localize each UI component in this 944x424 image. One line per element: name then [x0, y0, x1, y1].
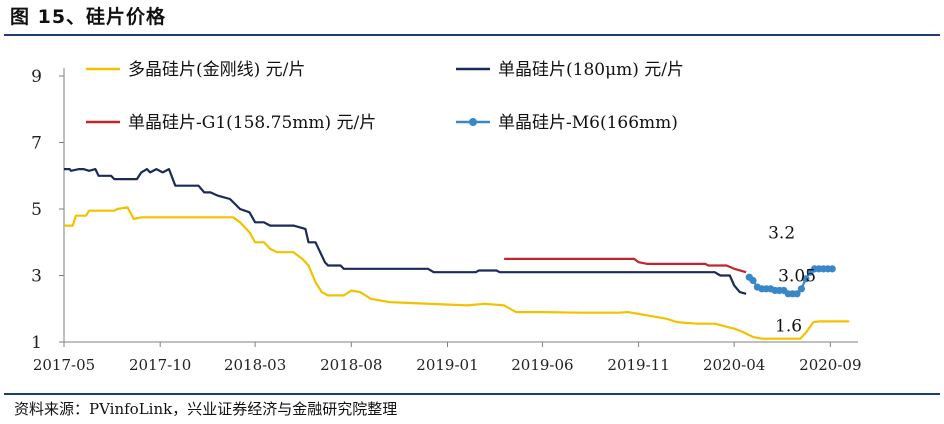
annotations: 3.2 3.05 1.6: [768, 223, 816, 336]
series-point-3: [793, 290, 801, 298]
y-tick-label: 5: [31, 200, 42, 220]
source-note: 资料来源：PVinfoLink，兴业证券经济与金融研究院整理: [14, 400, 398, 418]
legend-label-1: 单晶硅片(180μm) 元/片: [498, 60, 684, 80]
series-point-3: [802, 275, 810, 283]
x-tick-label: 2018-03: [224, 356, 286, 374]
series-point-3: [749, 276, 757, 285]
y-tick-label: 1: [31, 333, 42, 353]
y-tick-label: 7: [31, 134, 42, 154]
y-tick-label: 3: [31, 267, 42, 287]
series-line-2: [504, 257, 747, 274]
annotation-label-0: 3.2: [768, 223, 795, 243]
top-rule: [4, 34, 940, 36]
x-tick-label: 2019-06: [511, 356, 573, 374]
annotation-label-1: 3.05: [778, 267, 816, 287]
x-tick-label: 2018-08: [320, 356, 382, 374]
x-tick-label: 2019-11: [607, 356, 669, 374]
series-line-1: [64, 168, 747, 295]
price-line-chart: 1 3 5 7 9 2017-05 2017-10 2018-03 2018-08 2019-01…: [31, 60, 861, 374]
series-point-3: [828, 265, 836, 273]
legend-label-3: 单晶硅片-M6(166mm): [498, 113, 678, 133]
series-line-0: [64, 206, 850, 340]
figure-title: 图 15、硅片价格: [10, 6, 167, 28]
x-tick-label: 2020-09: [799, 356, 861, 374]
x-tick-label: 2019-01: [416, 356, 478, 374]
annotation-label-2: 1.6: [775, 316, 802, 336]
legend: 多晶硅片(金刚线) 元/片 单晶硅片(180μm) 元/片单晶硅片-G1(158.…: [86, 60, 684, 133]
legend-label-0: 多晶硅片(金刚线) 元/片: [128, 60, 305, 80]
series-layer: [64, 168, 850, 340]
series-point-3: [797, 285, 806, 293]
x-tick-label: 2017-05: [33, 356, 95, 374]
bottom-rule: [4, 393, 940, 395]
chart-axes: 1 3 5 7 9 2017-05 2017-10 2018-03 2018-08 2019-01…: [31, 67, 861, 374]
x-tick-label: 2017-10: [129, 356, 191, 374]
y-tick-label: 9: [31, 67, 42, 87]
x-tick-label: 2020-04: [703, 356, 765, 374]
legend-marker-3: [469, 118, 477, 126]
legend-label-2: 单晶硅片-G1(158.75mm) 元/片: [128, 113, 376, 133]
